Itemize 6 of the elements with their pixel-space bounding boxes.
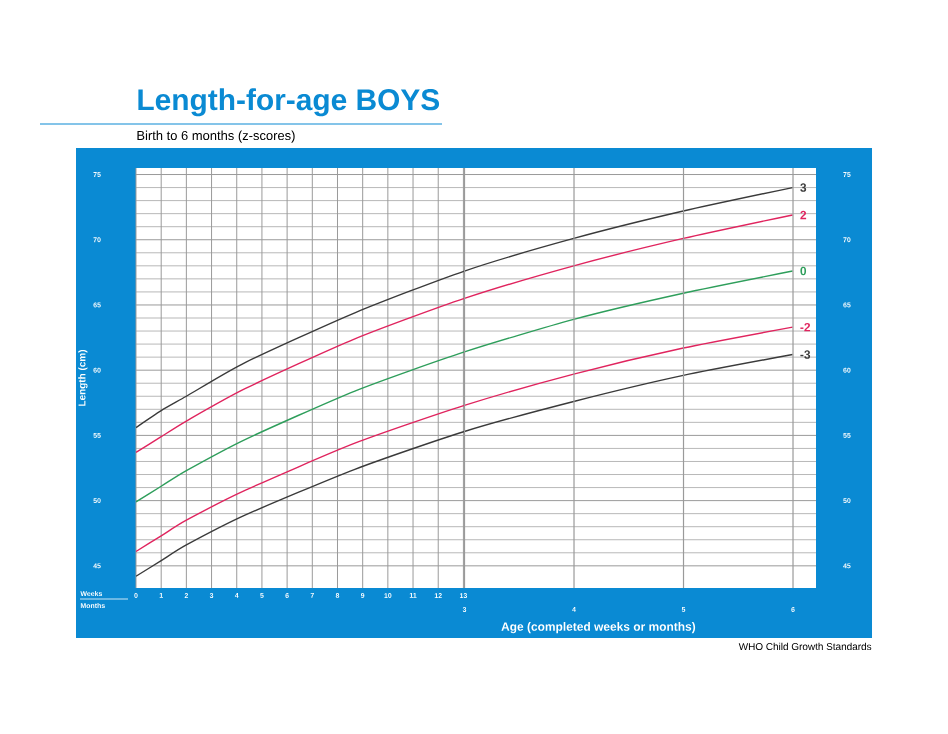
- chart-title: Length-for-age BOYS: [138, 88, 440, 117]
- line-series: [136, 326, 794, 553]
- line-series: [136, 214, 794, 454]
- line-series: [136, 186, 794, 429]
- line-series: [136, 270, 794, 503]
- line-series: [136, 353, 794, 577]
